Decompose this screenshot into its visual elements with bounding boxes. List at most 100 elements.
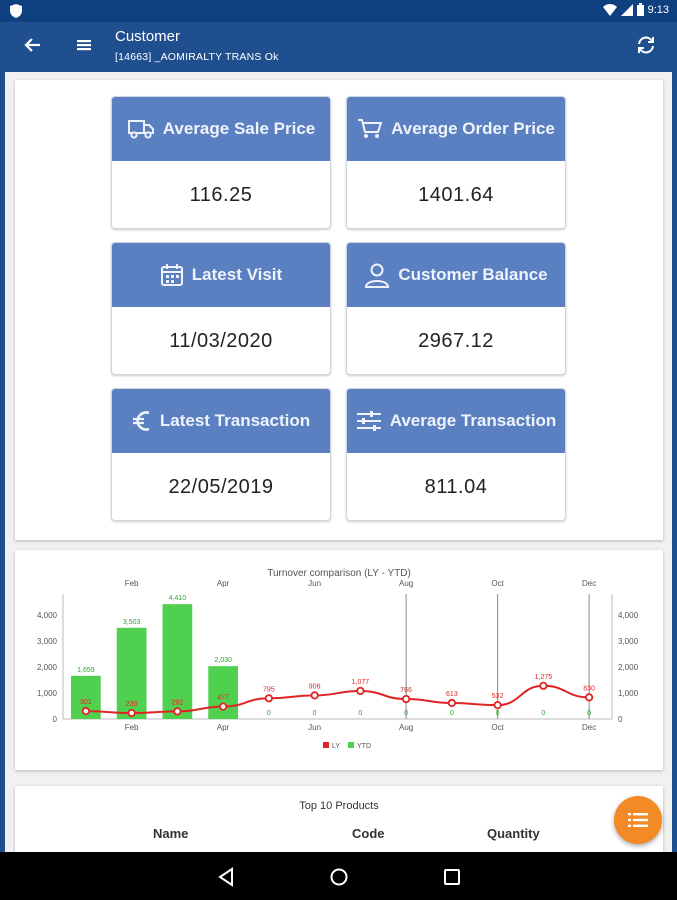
stat-label: Latest Transaction	[159, 411, 311, 430]
ly-data-label: 766	[400, 687, 412, 694]
stat-card-header: Average Transaction	[347, 389, 565, 453]
ytd-data-label: 2,030	[214, 657, 232, 664]
status-bar: 9:13	[0, 0, 677, 22]
stat-card-customer-balance[interactable]: Customer Balance 2967.12	[346, 242, 566, 375]
stat-card-header: Average Sale Price	[112, 97, 330, 161]
user-icon	[365, 263, 390, 288]
menu-icon[interactable]	[76, 37, 92, 53]
turnover-chart-panel: Turnover comparison (LY - YTD) Feb Feb Apr A…	[15, 550, 663, 770]
stat-value: 1401.64	[418, 184, 494, 206]
y-tick-label-left: 2,000	[37, 663, 58, 672]
stat-card-header: Latest Visit	[112, 243, 330, 307]
ytd-data-label: 1,659	[77, 667, 95, 674]
cart-icon	[358, 119, 383, 138]
stat-label: Average Sale Price	[162, 119, 316, 138]
x-tick-label-top: Aug	[399, 579, 413, 588]
ly-point	[81, 707, 90, 716]
system-nav-bar	[0, 852, 677, 900]
app-bar: Customer [14663] _AOMIRALTY TRANS Ok	[0, 22, 677, 72]
customer-subtitle: [14663] _AOMIRALTY TRANS Ok	[115, 51, 279, 63]
ly-data-label: 1,275	[535, 674, 553, 681]
stat-card-header: Customer Balance	[347, 243, 565, 307]
ytd-data-label: 0	[541, 710, 545, 717]
stat-label: Average Transaction	[389, 411, 557, 430]
y-tick-label-left: 1,000	[37, 689, 58, 698]
x-tick-label-bottom: Apr	[217, 723, 230, 732]
column-header-quantity[interactable]: Quantity	[487, 826, 540, 841]
x-tick-label-top: Oct	[491, 579, 504, 588]
ly-point	[585, 693, 594, 702]
y-tick-label-left: 0	[53, 715, 58, 724]
ytd-data-label: 0	[587, 710, 591, 717]
ly-point	[127, 708, 136, 718]
ytd-data-label: 0	[267, 710, 271, 717]
x-tick-label-top: Apr	[217, 579, 230, 588]
ytd-data-label: 0	[404, 710, 408, 717]
stat-card-header: Latest Transaction	[112, 389, 330, 453]
ytd-data-label: 0	[358, 710, 362, 717]
ly-point	[356, 686, 365, 696]
ytd-bar	[162, 604, 193, 719]
x-tick-label-top: Dec	[582, 579, 596, 588]
ly-line	[85, 684, 590, 715]
stat-card-latest-transaction[interactable]: Latest Transaction 22/05/2019	[111, 388, 331, 521]
shield-icon	[10, 4, 22, 18]
truck-icon	[127, 120, 154, 139]
home-circle-icon[interactable]	[328, 866, 350, 888]
y-tick-label-right: 4,000	[618, 611, 639, 620]
y-tick-label-right: 3,000	[618, 637, 639, 646]
ly-point	[264, 694, 273, 703]
list-fab-button[interactable]	[614, 796, 662, 844]
legend-label-ly: LY	[332, 743, 340, 750]
back-arrow-icon[interactable]	[22, 34, 44, 56]
legend-label-ytd: YTD	[357, 743, 371, 750]
battery-icon	[636, 3, 644, 16]
stat-card-average-order-price[interactable]: Average Order Price 1401.64	[346, 96, 566, 229]
back-triangle-icon[interactable]	[215, 866, 237, 888]
page-title: Customer	[115, 28, 181, 45]
chart-title: Turnover comparison (LY - YTD)	[267, 568, 411, 579]
ly-point	[219, 702, 228, 711]
stat-card-average-transaction[interactable]: Average Transaction 811.04	[346, 388, 566, 521]
y-tick-label-right: 1,000	[618, 689, 639, 698]
products-title: Top 10 Products	[299, 800, 379, 812]
y-tick-label-left: 3,000	[37, 637, 58, 646]
ly-data-label: 906	[309, 683, 321, 690]
content-area[interactable]: Average Sale Price 116.25 Average Order …	[5, 72, 672, 852]
legend-swatch-ytd	[348, 742, 354, 748]
ytd-data-label: 3,503	[123, 619, 141, 626]
stat-value: 22/05/2019	[168, 476, 274, 498]
ly-point	[539, 681, 548, 690]
euro-icon	[132, 411, 150, 431]
ly-data-label: 532	[492, 693, 504, 700]
stat-value: 116.25	[189, 184, 253, 206]
y-tick-label-right: 2,000	[618, 663, 639, 672]
x-tick-label-bottom: Aug	[399, 723, 413, 732]
ly-data-label: 1,077	[352, 679, 370, 686]
stats-panel: Average Sale Price 116.25 Average Order …	[15, 80, 663, 540]
stat-card-average-sale-price[interactable]: Average Sale Price 116.25	[111, 96, 331, 229]
ly-data-label: 830	[583, 685, 595, 692]
ytd-bar	[208, 666, 238, 719]
refresh-icon[interactable]	[635, 34, 657, 56]
calendar-icon	[160, 264, 183, 286]
stat-card-latest-visit[interactable]: Latest Visit 11/03/2020	[111, 242, 331, 375]
stat-card-header: Average Order Price	[347, 97, 565, 161]
x-tick-label-top: Jun	[308, 579, 321, 588]
turnover-chart[interactable]: Turnover comparison (LY - YTD) Feb Feb Apr A…	[15, 550, 663, 770]
wifi-icon	[602, 3, 617, 16]
recents-square-icon[interactable]	[441, 866, 463, 888]
ly-data-label: 230	[126, 701, 138, 708]
x-tick-label-bottom: Oct	[491, 723, 504, 732]
column-header-code[interactable]: Code	[352, 826, 385, 841]
list-icon	[628, 813, 648, 827]
ly-point	[447, 698, 456, 708]
ly-point	[402, 694, 411, 704]
column-header-name[interactable]: Name	[153, 826, 189, 841]
signal-icon	[620, 3, 633, 16]
stat-value: 811.04	[424, 476, 488, 498]
stat-value: 2967.12	[418, 330, 494, 352]
ytd-data-label: 0	[450, 710, 454, 717]
y-tick-label-right: 0	[618, 715, 623, 724]
ytd-data-label: 0	[496, 710, 500, 717]
